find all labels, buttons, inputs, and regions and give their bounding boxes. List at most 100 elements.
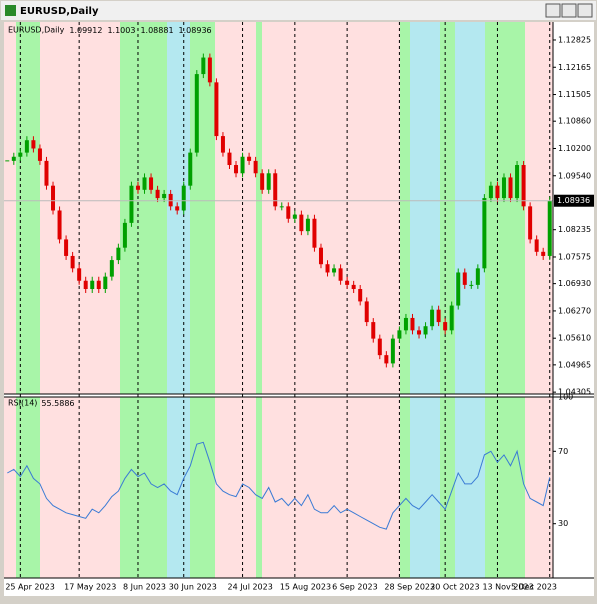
candle-body — [488, 185, 493, 199]
candle-body — [495, 185, 500, 199]
shade — [190, 397, 215, 578]
x-tick-label: 28 Sep 2023 — [384, 583, 435, 592]
candle-body — [449, 305, 454, 331]
shade — [440, 397, 455, 578]
candle-body — [64, 239, 69, 256]
candle-body — [247, 156, 252, 161]
candle-body — [234, 165, 239, 174]
shade — [40, 397, 120, 578]
candle-body — [253, 160, 258, 174]
y-tick-label: 1.12165 — [558, 63, 591, 72]
shade — [16, 22, 40, 394]
y-tick-label: 1.10200 — [558, 144, 591, 153]
shade — [190, 22, 215, 394]
maximize-button[interactable] — [561, 3, 577, 18]
shade — [410, 397, 440, 578]
candle-body — [109, 260, 114, 277]
title-bar — [1, 1, 596, 20]
candle-body — [436, 309, 441, 323]
y-tick-label: 1.08235 — [558, 225, 591, 234]
candle-body — [410, 317, 415, 331]
shade — [215, 397, 256, 578]
ohlc-value: 1.1003 — [107, 26, 135, 35]
candle-body — [501, 177, 506, 199]
y-tick-label: 100 — [558, 393, 573, 402]
y-tick-label: 1.04965 — [558, 360, 591, 369]
x-tick-label: 24 Jul 2023 — [228, 583, 273, 592]
candle-body — [482, 198, 487, 269]
candle-body — [390, 338, 395, 364]
candle-body — [292, 214, 297, 219]
candle-body — [83, 280, 88, 290]
candle-body — [508, 177, 513, 199]
candle-body — [338, 268, 343, 281]
candle-body — [168, 193, 173, 207]
shade — [4, 22, 16, 394]
candle-body — [194, 74, 199, 153]
candle-body — [70, 255, 75, 269]
candle-body — [240, 156, 245, 174]
rsi-line — [7, 441, 551, 530]
shade — [485, 397, 525, 578]
candle-body — [273, 173, 278, 207]
candle-body — [11, 156, 16, 161]
candle-body — [318, 247, 323, 265]
candle-body — [305, 218, 310, 232]
shade — [4, 397, 16, 578]
x-tick-label: 30 Jun 2023 — [169, 583, 217, 592]
rsi-header: RSI(14) 55.5886 — [8, 399, 75, 408]
candle-body — [142, 177, 147, 190]
candle-body — [397, 330, 402, 339]
close-button[interactable] — [577, 3, 593, 18]
candle-body — [77, 268, 82, 281]
candle-body — [423, 326, 428, 335]
rsi-value: 55.5886 — [41, 399, 74, 408]
candle-body — [31, 140, 36, 149]
candle-body — [358, 289, 363, 302]
background-bands — [4, 22, 553, 578]
candle-body — [188, 152, 193, 186]
y-tick-label: 1.06930 — [558, 279, 591, 288]
candle-body — [162, 193, 167, 199]
shade — [120, 22, 167, 394]
candle-body — [515, 165, 520, 199]
candle-body — [332, 268, 337, 273]
candle-body — [279, 206, 284, 208]
candle-body — [345, 280, 350, 285]
candle-body — [534, 239, 539, 252]
x-tick-label: 20 Oct 2023 — [430, 583, 479, 592]
candle-body — [44, 160, 49, 186]
shade — [256, 22, 262, 394]
x-tick-label: 13 Nov 2023 — [482, 583, 533, 592]
candle-body — [541, 251, 546, 256]
y-tick-label: 1.07575 — [558, 252, 591, 261]
candle-body — [135, 185, 140, 190]
candle-body — [201, 57, 206, 75]
shade — [256, 397, 262, 578]
candle-body — [227, 152, 232, 166]
candle-body — [521, 165, 526, 207]
y-tick-label: 1.11505 — [558, 90, 591, 99]
candle-body — [377, 338, 382, 356]
x-tick-label: 25 Apr 2023 — [5, 583, 54, 592]
candle-body — [207, 57, 212, 83]
x-tick-label: 17 May 2023 — [64, 583, 116, 592]
candle-body — [475, 268, 480, 285]
candle-body — [24, 140, 29, 153]
candle-body — [122, 222, 127, 248]
shade — [400, 397, 410, 578]
minimize-button[interactable] — [545, 3, 561, 18]
y-tick-label: 1.10860 — [558, 117, 591, 126]
candle-body — [547, 200, 552, 256]
candle-body — [286, 206, 291, 219]
ohlc-value: 1.08936 — [179, 26, 212, 35]
candle-body — [351, 284, 356, 290]
candle-body — [260, 173, 265, 190]
ohlc-value: 1.08881 — [140, 26, 173, 35]
candle-body — [266, 173, 271, 190]
shade — [440, 22, 455, 394]
shade — [167, 397, 190, 578]
candle-body — [214, 82, 219, 137]
